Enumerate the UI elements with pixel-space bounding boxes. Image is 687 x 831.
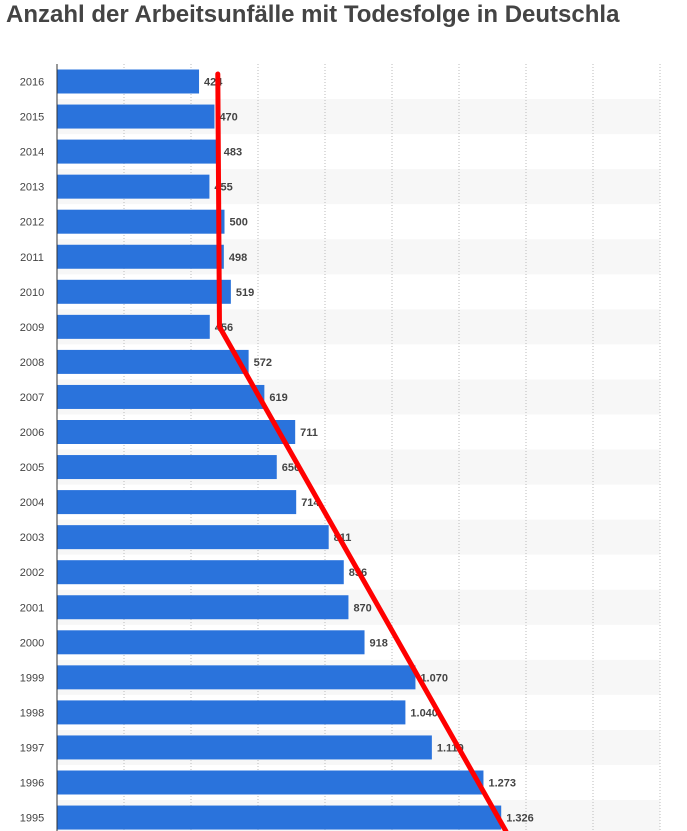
bar-2011 [57,244,224,269]
y-tick-label: 2001 [20,602,44,614]
y-tick-label: 2002 [20,567,44,579]
bar-2008 [57,349,249,374]
data-label: 498 [229,252,247,264]
y-tick-label: 1995 [20,813,44,825]
data-label: 1.326 [506,813,534,825]
bar-2002 [57,560,344,585]
bars [57,69,502,830]
data-label: 918 [370,637,388,649]
data-label: 519 [236,287,254,299]
bar-2006 [57,420,296,444]
data-label: 1.273 [488,778,516,790]
data-label: 483 [224,147,242,159]
bar-2016 [57,69,200,94]
bar-2003 [57,525,329,550]
y-tick-label: 2006 [20,427,44,439]
bar-2012 [57,209,225,234]
data-label: 619 [269,392,287,404]
y-tick-label: 2015 [20,112,44,124]
y-tick-labels: 2016 2015 2014 2013 2012 2011 2010 2009 2008 2007… [20,77,44,825]
y-tick-label: 1996 [20,778,44,790]
data-labels: 4244704834555004985194565726197116567148… [204,77,534,825]
y-tick-label: 2011 [20,252,44,264]
y-tick-label: 2010 [20,287,44,299]
bar-2005 [57,455,277,480]
y-tick-label: 1997 [20,742,44,754]
data-label: 470 [219,112,237,124]
bar-2014 [57,139,219,164]
y-tick-label: 1998 [20,707,44,719]
y-tick-label: 2013 [20,182,44,194]
bar-1996 [57,770,484,795]
chart-title: Anzahl der Arbeitsunfälle mit Todesfolge… [6,1,620,28]
bar-1995 [57,805,502,830]
y-tick-label: 2014 [20,147,44,159]
bar-2010 [57,279,231,304]
bar-2007 [57,384,265,409]
y-tick-label: 2004 [20,497,44,509]
data-label: 711 [300,427,318,439]
bar-2000 [57,630,365,655]
bar-2009 [57,314,210,339]
data-label: 1.040 [410,707,438,719]
bar-2013 [57,174,210,199]
y-tick-label: 2009 [20,322,44,334]
data-label: 572 [254,357,272,369]
bar-1999 [57,665,416,690]
y-tick-label: 2005 [20,462,44,474]
bar-2001 [57,595,349,620]
bar-2004 [57,490,297,515]
y-tick-label: 2008 [20,357,44,369]
bar-1998 [57,700,406,725]
bar-1997 [57,735,432,760]
data-label: 500 [230,217,248,229]
y-tick-label: 2012 [20,217,44,229]
bar-2015 [57,104,215,129]
y-tick-label: 2007 [20,392,44,404]
y-tick-label: 2000 [20,637,44,649]
y-tick-label: 2016 [20,77,44,89]
data-label: 424 [204,77,223,89]
data-label: 870 [353,602,371,614]
y-tick-label: 1999 [20,672,44,684]
trend-line-annotation [215,71,509,831]
y-tick-label: 2003 [20,532,44,544]
data-label: 1.070 [420,672,448,684]
